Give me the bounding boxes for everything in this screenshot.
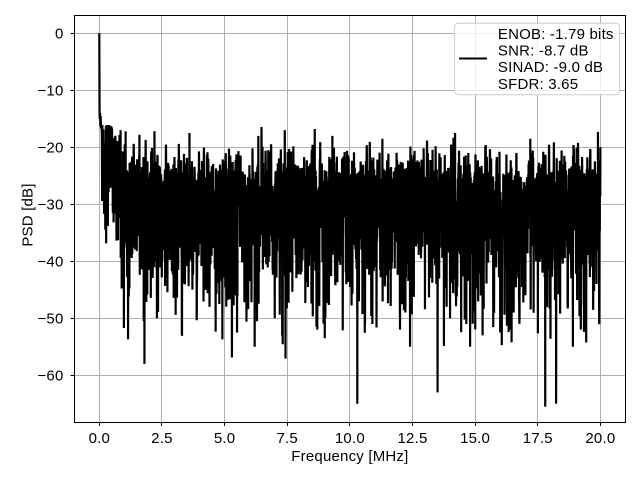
svg-text:5.0: 5.0 [214, 430, 235, 447]
svg-text:PSD [dB]: PSD [dB] [20, 183, 37, 246]
svg-text:−30: −30 [37, 196, 63, 213]
svg-text:0.0: 0.0 [89, 430, 110, 447]
svg-text:7.5: 7.5 [276, 430, 297, 447]
svg-text:20.0: 20.0 [585, 430, 615, 447]
svg-text:10.0: 10.0 [335, 430, 365, 447]
svg-text:15.0: 15.0 [460, 430, 490, 447]
svg-text:−50: −50 [37, 310, 63, 327]
svg-text:−40: −40 [37, 253, 63, 270]
svg-text:−10: −10 [37, 82, 63, 99]
svg-text:2.5: 2.5 [151, 430, 172, 447]
svg-text:−20: −20 [37, 139, 63, 156]
svg-text:SFDR: 3.65: SFDR: 3.65 [498, 76, 578, 93]
svg-text:SINAD: -9.0 dB: SINAD: -9.0 dB [498, 59, 603, 76]
svg-text:ENOB: -1.79 bits: ENOB: -1.79 bits [498, 26, 614, 43]
svg-text:Frequency [MHz]: Frequency [MHz] [291, 448, 408, 465]
svg-text:SNR: -8.7 dB: SNR: -8.7 dB [498, 42, 589, 59]
svg-text:17.5: 17.5 [523, 430, 553, 447]
svg-text:0: 0 [55, 25, 64, 42]
svg-text:−60: −60 [37, 367, 63, 384]
svg-text:12.5: 12.5 [398, 430, 428, 447]
